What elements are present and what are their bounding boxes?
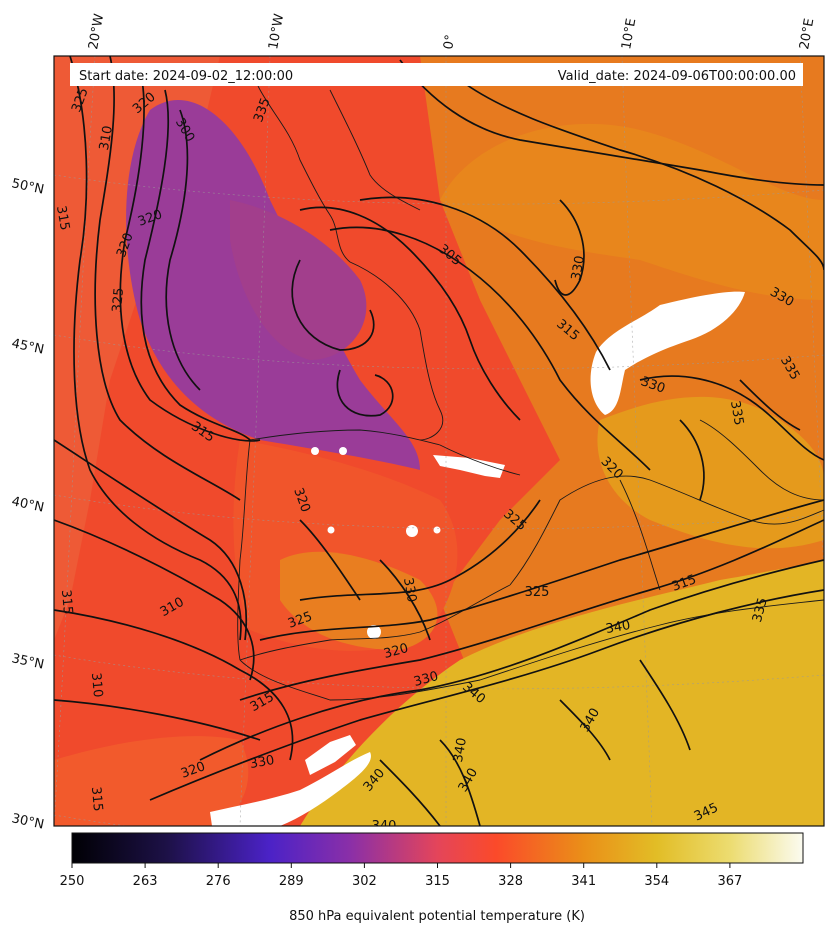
colorbar-gradient	[71, 832, 804, 864]
contour-label: 335	[727, 400, 746, 427]
valid-date-label: Valid_date: 2024-09-06T00:00:00.00	[558, 69, 796, 84]
map-frame	[53, 55, 825, 827]
contour-label: 340	[372, 819, 397, 834]
colorbar-tick-label: 367	[717, 874, 742, 889]
lat-tick-label: 45°N	[10, 336, 45, 357]
contour-label: 325	[110, 287, 127, 313]
contour-label: 340	[605, 618, 632, 637]
lon-tick-label: 10°W	[266, 13, 287, 51]
colorbar-tick-label: 328	[498, 874, 523, 889]
longitude-tick-labels: 20°W 10°W 0° 10°E 20°E	[86, 13, 817, 51]
lon-tick-label: 20°W	[86, 13, 107, 51]
start-date-label: Start date: 2024-09-02_12:00:00	[79, 69, 293, 84]
contour-label: 325	[525, 585, 550, 600]
contour-label: 340	[451, 737, 470, 764]
colorbar-tick-label: 276	[206, 874, 231, 889]
contour-label: 330	[249, 753, 276, 772]
colorbar-label: 850 hPa equivalent potential temperature…	[289, 909, 585, 924]
colorbar-tick-label: 250	[60, 874, 85, 889]
contour-label: 315	[53, 205, 72, 232]
lat-tick-label: 40°N	[10, 494, 45, 515]
lon-tick-label: 10°E	[619, 17, 639, 50]
colorbar-tick-label: 263	[133, 874, 158, 889]
colorbar-tick-label: 341	[571, 874, 596, 889]
date-banner: Start date: 2024-09-02_12:00:00 Valid_da…	[70, 63, 803, 86]
lat-tick-label: 50°N	[10, 176, 45, 197]
lon-tick-label: 20°E	[797, 17, 817, 50]
lat-tick-label: 30°N	[10, 811, 45, 832]
colorbar-tick-label: 302	[352, 874, 377, 889]
missing-data-mask	[210, 291, 745, 826]
contour-label: 335	[750, 596, 771, 624]
lat-tick-label: 35°N	[10, 651, 45, 672]
contour-label: 315	[88, 786, 105, 812]
contour-label: 310	[88, 672, 105, 698]
contour-label: 320	[382, 641, 410, 662]
contour-label: 330	[400, 577, 419, 604]
contour-label: 330	[412, 669, 440, 690]
colorbar-tick-label: 315	[425, 874, 450, 889]
colorbar-tick-label: 289	[279, 874, 304, 889]
graticule	[54, 56, 824, 826]
contour-label: 330	[569, 255, 588, 282]
contour-label: 310	[97, 125, 116, 152]
colorbar-tick-label: 354	[644, 874, 669, 889]
colorbar-ticks: 250 263 276 289 302 315 328 341 354 367	[60, 863, 742, 889]
contour-lines	[54, 56, 824, 826]
contour-label: 315	[58, 589, 75, 615]
lon-tick-label: 0°	[441, 34, 458, 51]
latitude-tick-labels: 50°N 45°N 40°N 35°N 30°N	[10, 176, 45, 832]
colorbar: 250 263 276 289 302 315 328 341 354 367 850 hPa e…	[60, 832, 804, 924]
